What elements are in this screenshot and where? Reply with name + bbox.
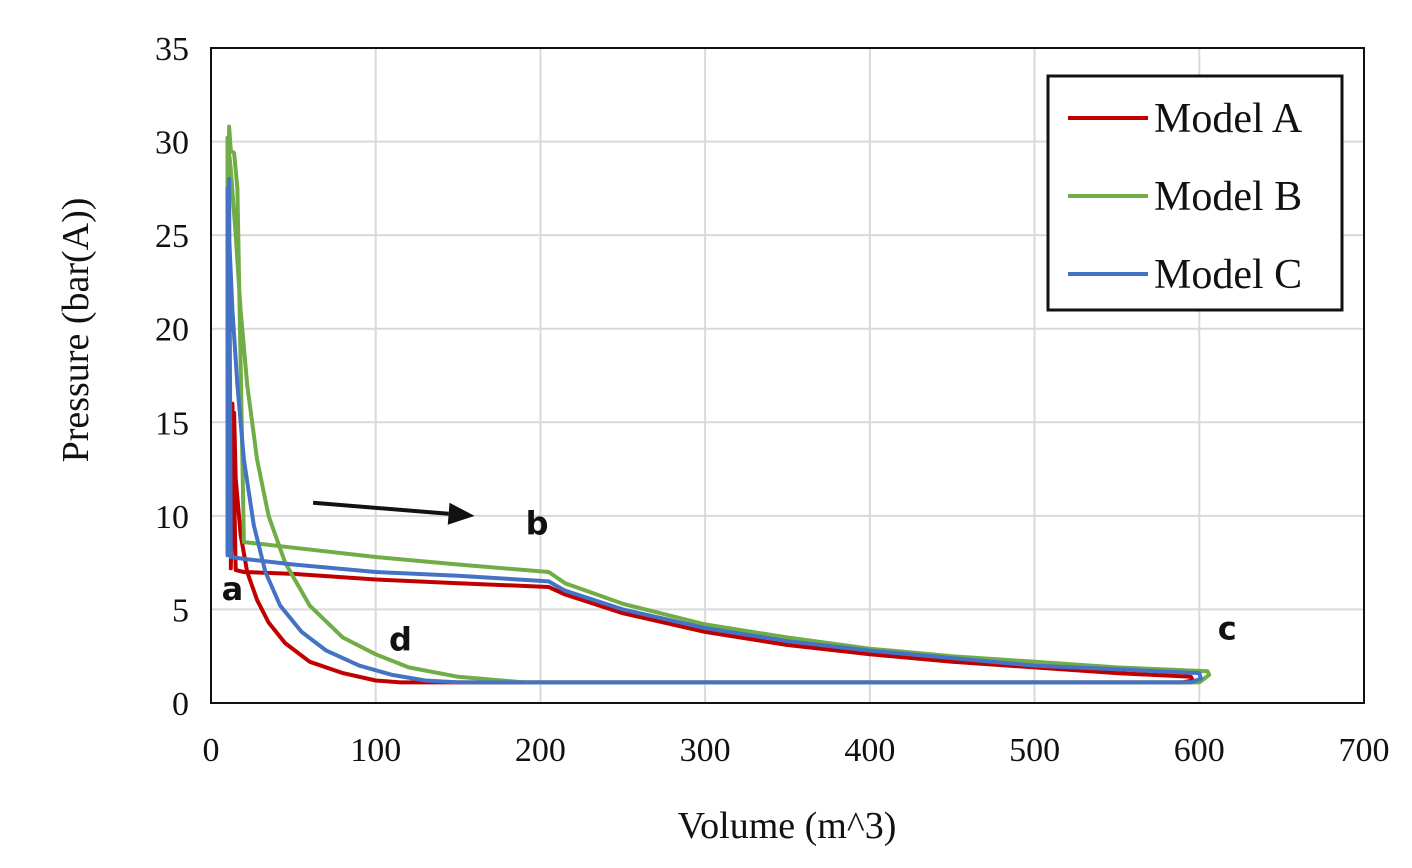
series-line-model-a xyxy=(228,401,1195,685)
point-label-d: d xyxy=(389,621,412,659)
arrow-shaft xyxy=(312,500,449,516)
y-axis-ticks: 0 5 10 15 20 25 30 35 xyxy=(155,31,189,723)
y-tick-label: 20 xyxy=(155,312,189,349)
y-tick-label: 10 xyxy=(155,499,189,536)
legend-label-model-b: Model B xyxy=(1154,174,1302,220)
y-tick-label: 35 xyxy=(155,31,189,68)
point-label-c: c xyxy=(1218,609,1237,647)
x-tick-label: 200 xyxy=(515,732,566,769)
x-tick-label: 600 xyxy=(1174,732,1225,769)
x-tick-label: 700 xyxy=(1339,732,1390,769)
x-tick-label: 500 xyxy=(1009,732,1060,769)
x-tick-label: 300 xyxy=(680,732,731,769)
point-label-a: a xyxy=(222,570,244,608)
y-tick-label: 0 xyxy=(172,686,189,723)
y-axis-title: Pressure (bar(A)) xyxy=(55,198,97,463)
plot-area-border xyxy=(210,47,1365,704)
x-tick-label: 100 xyxy=(350,732,401,769)
y-tick-label: 15 xyxy=(155,405,189,442)
annotations: a b c d xyxy=(222,505,1237,659)
x-tick-label: 0 xyxy=(203,732,220,769)
x-axis-title: Volume (m^3) xyxy=(678,805,897,847)
direction-arrow xyxy=(312,500,475,525)
y-tick-label: 5 xyxy=(172,592,189,629)
series-line-model-c xyxy=(225,177,1203,685)
y-tick-label: 25 xyxy=(155,218,189,255)
x-axis-ticks: 0 100 200 300 400 500 600 700 xyxy=(203,732,1390,769)
legend-label-model-a: Model A xyxy=(1154,96,1303,142)
y-tick-label: 30 xyxy=(155,125,189,162)
point-label-b: b xyxy=(526,505,549,543)
series-line-model-b xyxy=(225,124,1212,685)
series-lines xyxy=(225,124,1212,685)
legend-label-model-c: Model C xyxy=(1154,252,1302,298)
arrow-head xyxy=(447,502,475,525)
legend: Model A Model B Model C xyxy=(1046,74,1344,312)
legend-box xyxy=(1046,74,1344,312)
x-tick-label: 400 xyxy=(844,732,895,769)
